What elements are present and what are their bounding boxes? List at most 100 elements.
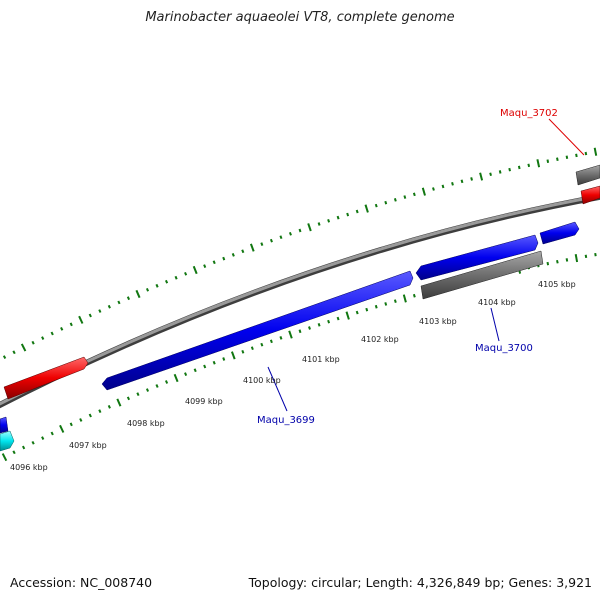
minor-tick (279, 336, 283, 340)
minor-tick (336, 316, 340, 321)
gene-feature-blue-right[interactable] (539, 221, 580, 245)
minor-tick (269, 339, 273, 344)
gene-feature-maqu-3699[interactable] (101, 270, 414, 391)
minor-tick (269, 238, 273, 243)
major-tick (116, 398, 122, 407)
minor-tick (508, 167, 511, 172)
gene-feature-blue-left-edge[interactable] (0, 416, 9, 434)
minor-tick (164, 380, 169, 384)
major-tick (574, 254, 579, 263)
gene-label-maqu-3700[interactable]: Maqu_3700 (475, 343, 533, 354)
gene-labels: Maqu_3702 Maqu_3700 Maqu_3699 (257, 108, 558, 426)
major-tick (1, 453, 8, 462)
major-tick (345, 311, 350, 320)
minor-tick (317, 322, 321, 327)
minor-tick (184, 272, 188, 276)
minor-tick (355, 310, 359, 315)
gene-features (0, 164, 600, 452)
minor-tick (527, 163, 531, 168)
minor-tick (98, 409, 102, 414)
tick-label: 4103 kbp (419, 317, 457, 326)
minor-tick (222, 256, 226, 261)
minor-tick (451, 182, 454, 186)
minor-tick (155, 384, 159, 388)
tick-label: 4105 kbp (538, 280, 576, 289)
minor-tick (584, 254, 588, 259)
gene-feature-blue-mid[interactable] (415, 234, 539, 281)
minor-tick (136, 392, 140, 397)
minor-tick (98, 309, 102, 313)
gene-feature-red-left[interactable] (3, 356, 89, 400)
minor-tick (441, 184, 445, 189)
minor-tick (50, 331, 54, 336)
gene-feature-cyan-left-edge[interactable] (0, 430, 15, 452)
inner-tick-track (1, 252, 597, 462)
minor-tick (565, 155, 569, 159)
minor-tick (50, 431, 54, 436)
gene-label-maqu-3702[interactable]: Maqu_3702 (500, 108, 558, 119)
major-tick (307, 223, 312, 232)
minor-tick (260, 342, 264, 347)
tick-labels: 4096 kbp 4097 kbp 4098 kbp 4099 kbp 4100… (10, 280, 576, 472)
minor-tick (288, 231, 292, 236)
tick-label: 4104 kbp (478, 298, 516, 307)
minor-tick (126, 296, 131, 301)
tick-label: 4101 kbp (302, 355, 340, 364)
minor-tick (355, 209, 359, 214)
minor-tick (2, 355, 7, 359)
minor-tick (374, 304, 378, 309)
minor-tick (498, 170, 502, 174)
minor-tick (79, 418, 83, 422)
minor-tick (107, 304, 111, 309)
minor-tick (222, 357, 226, 361)
minor-tick (212, 260, 216, 265)
gene-label-maqu-3699[interactable]: Maqu_3699 (257, 415, 315, 426)
minor-tick (317, 222, 321, 226)
minor-tick (489, 172, 492, 177)
minor-tick (308, 326, 311, 330)
tick-label: 4098 kbp (127, 419, 165, 428)
minor-tick (145, 388, 150, 392)
minor-tick (594, 252, 597, 257)
tick-label: 4099 kbp (185, 397, 223, 406)
minor-tick (107, 404, 111, 409)
minor-tick (575, 153, 578, 158)
minor-tick (117, 300, 121, 305)
minor-tick (432, 187, 435, 191)
minor-tick (155, 283, 159, 288)
minor-tick (556, 157, 559, 162)
major-tick (479, 172, 484, 181)
minor-tick (412, 192, 416, 197)
minor-tick (174, 275, 178, 280)
tick-label: 4102 kbp (361, 335, 399, 344)
minor-tick (41, 336, 45, 340)
minor-tick (241, 349, 245, 354)
gene-feature-maqu-3700[interactable] (420, 250, 544, 300)
minor-tick (327, 218, 331, 223)
minor-tick (12, 350, 16, 355)
minor-tick (60, 326, 64, 331)
minor-tick (460, 179, 464, 184)
major-tick (402, 294, 407, 303)
gene-feature-red-right[interactable] (580, 185, 600, 205)
minor-tick (231, 253, 235, 257)
outer-tick-track (2, 147, 598, 359)
minor-tick (298, 329, 302, 334)
minor-tick (12, 450, 16, 455)
page-title: Marinobacter aquaeolei VT8, complete gen… (145, 10, 455, 25)
minor-tick (470, 177, 473, 181)
minor-tick (88, 313, 92, 318)
minor-tick (393, 198, 397, 202)
minor-tick (69, 422, 73, 427)
major-tick (173, 373, 179, 383)
minor-tick (22, 445, 26, 450)
minor-tick (556, 259, 559, 264)
tick-label: 4100 kbp (243, 376, 281, 385)
major-tick (536, 159, 541, 168)
minor-tick (31, 340, 35, 345)
tick-label: 4096 kbp (10, 463, 48, 472)
gene-feature-maqu-3702-grey[interactable] (575, 164, 600, 186)
minor-tick (203, 364, 207, 369)
